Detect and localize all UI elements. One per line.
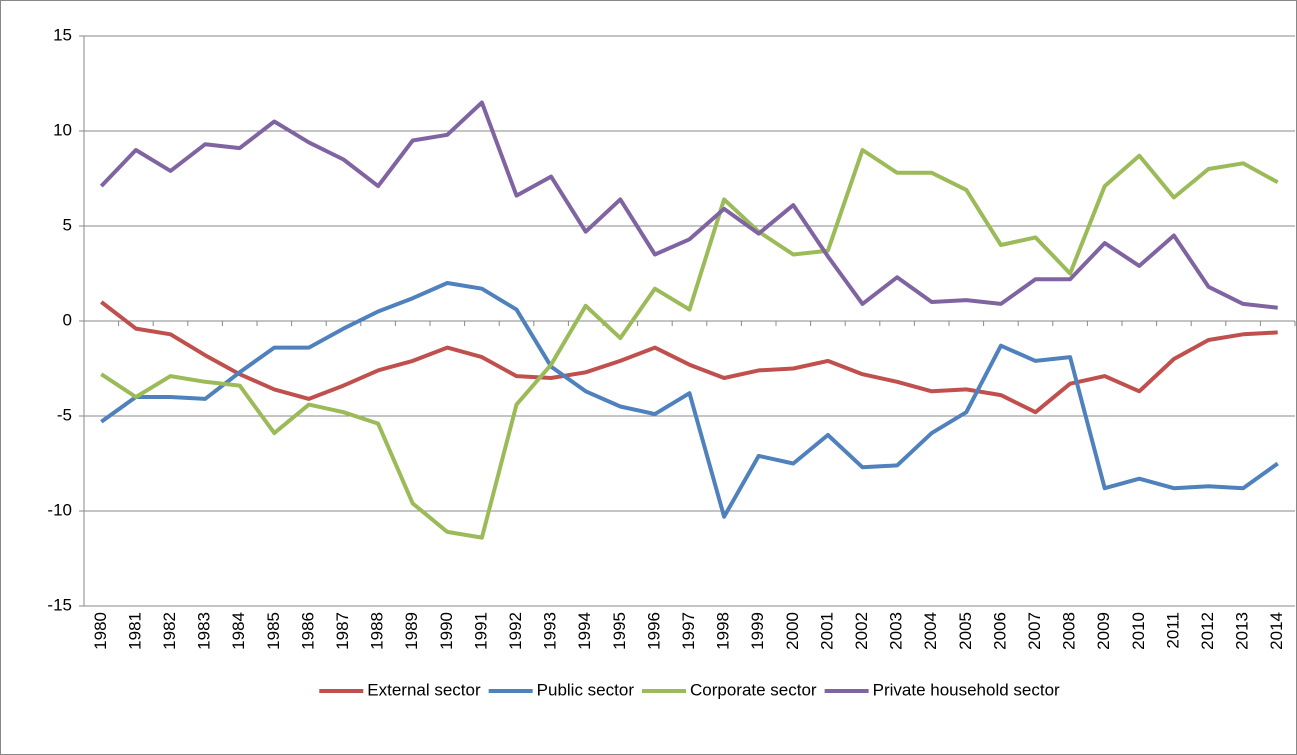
x-tick-label: 1995	[610, 612, 629, 650]
y-tick-label: 10	[53, 120, 72, 139]
x-tick-label: 1983	[195, 612, 214, 650]
x-tick-label: 1988	[368, 612, 387, 650]
y-tick-label: -15	[47, 595, 72, 614]
x-tick-label: 1999	[748, 612, 767, 650]
x-tick-label: 2001	[817, 612, 836, 650]
x-tick-label: 2009	[1094, 612, 1113, 650]
legend-label: Corporate sector	[690, 680, 817, 699]
series-line	[99, 100, 1278, 310]
series-line	[100, 300, 1278, 415]
x-tick-label: 1985	[264, 612, 283, 650]
x-tick-label: 2007	[1025, 612, 1044, 650]
x-tick-label: 1998	[714, 612, 733, 650]
x-tick-label: 2000	[783, 612, 802, 650]
y-tick-label: -10	[47, 500, 72, 519]
x-tick-label: 1989	[402, 612, 421, 650]
legend-label: Public sector	[537, 680, 635, 699]
x-tick-label: 1984	[229, 612, 248, 650]
x-tick-label: 2013	[1233, 612, 1252, 650]
x-tick-label: 1991	[471, 612, 490, 650]
x-tick-label: 1986	[298, 612, 317, 650]
y-tick-label: -5	[57, 405, 72, 424]
x-tick-label: 2002	[852, 612, 871, 650]
x-tick-label: 2006	[990, 612, 1009, 650]
x-tick-label: 2008	[1060, 612, 1079, 650]
x-tick-label: 2003	[887, 612, 906, 650]
x-tick-label: 1982	[160, 612, 179, 650]
x-tick-label: 1992	[506, 612, 525, 650]
x-tick-label: 2005	[956, 612, 975, 650]
series-line	[100, 281, 1279, 519]
x-tick-label: 1993	[541, 612, 560, 650]
x-tick-label: 1997	[679, 612, 698, 650]
x-tick-label: 1987	[333, 612, 352, 650]
legend-label: Private household sector	[873, 680, 1060, 699]
y-tick-label: 15	[53, 25, 72, 44]
x-tick-label: 2012	[1198, 612, 1217, 650]
y-tick-label: 0	[63, 310, 72, 329]
x-tick-label: 2004	[921, 612, 940, 650]
x-tick-label: 2011	[1163, 612, 1182, 649]
x-tick-label: 1996	[644, 612, 663, 650]
y-tick-label: 5	[63, 215, 72, 234]
x-tick-label: 1994	[575, 612, 594, 650]
x-tick-label: 1990	[437, 612, 456, 650]
x-tick-label: 2010	[1129, 612, 1148, 650]
legend-label: External sector	[367, 680, 481, 699]
x-tick-label: 2014	[1267, 612, 1286, 650]
x-tick-label: 1981	[125, 612, 144, 650]
series-line	[100, 148, 1279, 540]
x-tick-label: 1980	[91, 612, 110, 650]
